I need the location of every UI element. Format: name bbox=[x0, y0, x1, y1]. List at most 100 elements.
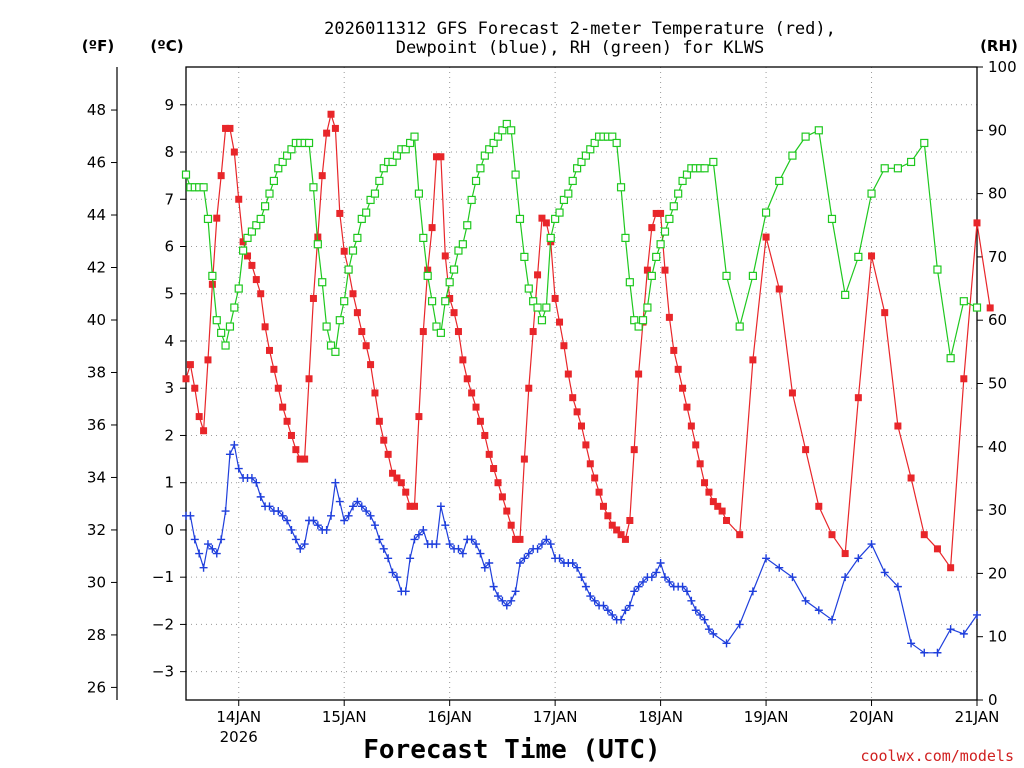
2-meter-temperature-point bbox=[894, 422, 902, 430]
2-meter-temperature-point bbox=[450, 309, 458, 317]
fahrenheit-unit-label: (ºF) bbox=[82, 37, 114, 55]
relative-humidity-point bbox=[436, 328, 445, 337]
celsius-tick-label: −1 bbox=[152, 568, 174, 586]
fahrenheit-tick-label: 44 bbox=[87, 206, 106, 224]
2-meter-temperature-point bbox=[468, 389, 476, 397]
dewpoint-point bbox=[722, 639, 731, 648]
dewpoint-point bbox=[907, 639, 916, 648]
relative-humidity-point bbox=[379, 164, 388, 173]
relative-humidity-point bbox=[520, 252, 529, 261]
2-meter-temperature-point bbox=[318, 172, 326, 180]
rh-tick-label: 90 bbox=[988, 121, 1007, 139]
2-meter-temperature-point bbox=[389, 469, 397, 477]
relative-humidity-point bbox=[449, 265, 459, 274]
relative-humidity-point bbox=[498, 126, 507, 135]
dewpoint-point bbox=[309, 516, 318, 525]
relative-humidity-point bbox=[441, 297, 450, 306]
dewpoint-point bbox=[445, 540, 454, 549]
dewpoint-point bbox=[480, 563, 489, 572]
x-tick-label: 18JAN bbox=[638, 708, 683, 726]
relative-humidity-point bbox=[682, 170, 692, 179]
dewpoint-point bbox=[735, 620, 744, 629]
dewpoint-point bbox=[586, 592, 595, 601]
2-meter-temperature-point bbox=[986, 304, 994, 312]
2-meter-temperature-point bbox=[907, 474, 915, 482]
2-meter-temperature-point bbox=[358, 328, 366, 336]
dewpoint-point bbox=[370, 521, 379, 530]
relative-humidity-point bbox=[735, 322, 744, 331]
2-meter-temperature-point bbox=[274, 384, 282, 392]
dewpoint-point bbox=[199, 563, 208, 572]
2-meter-temperature-point bbox=[235, 195, 243, 203]
2-meter-temperature-point bbox=[349, 290, 357, 298]
dewpoint-point bbox=[801, 596, 810, 605]
dewpoint-point bbox=[603, 606, 612, 615]
dewpoint-point bbox=[335, 497, 344, 506]
2-meter-temperature-point bbox=[296, 455, 304, 463]
2-meter-temperature-point bbox=[230, 148, 238, 156]
dewpoint-point bbox=[687, 596, 696, 605]
relative-humidity-point bbox=[709, 157, 718, 167]
dewpoint-point bbox=[788, 573, 797, 582]
2-meter-temperature-point bbox=[419, 328, 427, 336]
relative-humidity-point bbox=[265, 189, 274, 198]
dewpoint-point bbox=[696, 610, 705, 619]
dewpoint-point bbox=[656, 559, 665, 568]
2-meter-temperature-point bbox=[248, 261, 256, 269]
relative-humidity-point bbox=[401, 145, 410, 154]
2-meter-temperature-point bbox=[257, 290, 265, 298]
dewpoint-point bbox=[221, 507, 230, 516]
relative-humidity-point bbox=[427, 297, 437, 306]
2-meter-temperature-point bbox=[868, 252, 876, 260]
dewpoint-point bbox=[682, 587, 691, 596]
relative-humidity-point bbox=[959, 297, 968, 306]
2-meter-temperature-point bbox=[406, 502, 414, 510]
source-credit: coolwx.com/models bbox=[860, 747, 1014, 765]
dewpoint-point bbox=[406, 554, 415, 563]
relative-humidity-point bbox=[502, 119, 511, 129]
dewpoint-point bbox=[362, 507, 371, 516]
relative-humidity-point bbox=[287, 145, 296, 154]
2-meter-temperature-point bbox=[604, 512, 612, 520]
2-meter-temperature-point bbox=[626, 516, 634, 524]
dewpoint-point bbox=[379, 544, 388, 553]
relative-humidity-point bbox=[467, 195, 476, 205]
dewpoint-point bbox=[709, 629, 718, 638]
dewpoint-point bbox=[458, 549, 467, 558]
dewpoint-point bbox=[366, 511, 375, 520]
dewpoint-point bbox=[502, 601, 511, 610]
2-meter-temperature-point bbox=[736, 531, 744, 539]
2-meter-temperature-point bbox=[714, 502, 722, 510]
relative-humidity-point bbox=[274, 164, 283, 173]
2-meter-temperature-point bbox=[428, 224, 436, 232]
2-meter-temperature-point bbox=[960, 375, 968, 383]
grid-lines bbox=[186, 67, 978, 700]
x-tick-label: 14JAN bbox=[216, 708, 261, 726]
relative-humidity-point bbox=[590, 138, 599, 148]
dewpoint-point bbox=[704, 625, 713, 634]
x-tick-label: 21JAN bbox=[955, 708, 1000, 726]
relative-humidity-point bbox=[559, 195, 569, 205]
relative-humidity-point bbox=[669, 202, 678, 211]
dewpoint-point bbox=[652, 568, 661, 577]
2-meter-temperature-point bbox=[498, 493, 506, 501]
2-meter-temperature-point bbox=[270, 365, 278, 373]
relative-humidity-point bbox=[203, 214, 213, 224]
relative-humidity-point bbox=[489, 138, 498, 148]
dewpoint-point bbox=[265, 502, 274, 511]
relative-humidity-point bbox=[410, 132, 419, 141]
rh-tick-label: 10 bbox=[988, 628, 1007, 646]
2-meter-temperature-point bbox=[279, 403, 287, 411]
dewpoint-point bbox=[208, 544, 217, 553]
dewpoint-point bbox=[639, 577, 648, 586]
relative-humidity-point bbox=[568, 176, 577, 186]
dewpoint-point bbox=[348, 502, 357, 511]
relative-humidity-point bbox=[854, 252, 863, 261]
2-meter-temperature-point bbox=[608, 521, 616, 529]
2-meter-temperature-point bbox=[687, 422, 695, 430]
dewpoint-point bbox=[234, 464, 243, 473]
celsius-tick-label: 9 bbox=[164, 96, 174, 114]
dewpoint-point bbox=[700, 615, 709, 624]
dewpoint-point bbox=[375, 535, 384, 544]
